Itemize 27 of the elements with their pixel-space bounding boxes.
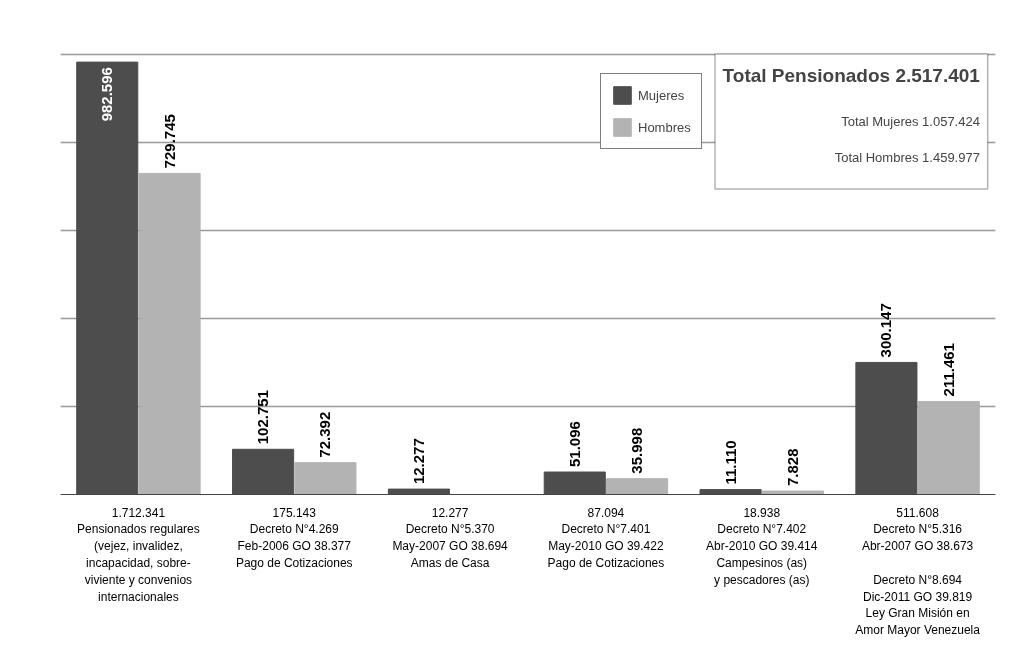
data-label: 72.392 bbox=[316, 411, 334, 458]
annotation: Total Mujeres 1.057.424 bbox=[841, 113, 980, 129]
x-tick-label: 12.277 Decreto N°5.370 May-2007 GO 38.694 Amas de Casa bbox=[392, 505, 509, 570]
data-label: 12.277 bbox=[409, 438, 427, 485]
category-label: 511.608 Decreto N°5.316 Abr-2007 GO 38.673 Decreto N°8.694 Dic-2011 GO 39.819 Ley Gran Misión en Amor Mayor Venezuela bbox=[855, 505, 980, 638]
data-label: 982.596 bbox=[98, 67, 116, 122]
data-label: 7.828 bbox=[783, 448, 801, 487]
legend-label: Mujeres bbox=[638, 87, 685, 103]
x-tick-label: 175.143 Decreto N°4.269 Feb-2006 GO 38.377 Pago de Cotizaciones bbox=[235, 505, 353, 570]
x-tick-label: 87.094 Decreto N°7.401 May-2010 GO 39.422 Pago de Cotizaciones bbox=[547, 505, 665, 570]
legend-label: Hombres bbox=[638, 119, 691, 135]
bar bbox=[761, 490, 824, 495]
data-label: 102.751 bbox=[254, 390, 272, 445]
x-tick-label: 1.712.341 Pensionados regulares (vejez, invalidez, incapacidad, sobre- viviente y convenios internacionales bbox=[77, 505, 200, 604]
data-label: 51.096 bbox=[565, 421, 583, 468]
bar bbox=[138, 172, 201, 495]
data-label: 300.147 bbox=[877, 303, 895, 358]
data-label: 211.461 bbox=[939, 343, 957, 397]
data-label: 11.110 bbox=[721, 440, 739, 485]
annotation: Total Pensionados 2.517.401 bbox=[722, 65, 981, 87]
annotation: Total Hombres 1.459.977 bbox=[834, 150, 980, 166]
x-tick-label: 18.938 Decreto N°7.402 Abr-2010 GO 39.414 Campesinos (as) y pescadores (as) bbox=[706, 505, 818, 587]
bar bbox=[917, 400, 980, 495]
bar bbox=[294, 462, 357, 495]
bar bbox=[606, 478, 669, 495]
data-label: 35.998 bbox=[628, 427, 646, 474]
data-label: 729.745 bbox=[160, 114, 178, 169]
